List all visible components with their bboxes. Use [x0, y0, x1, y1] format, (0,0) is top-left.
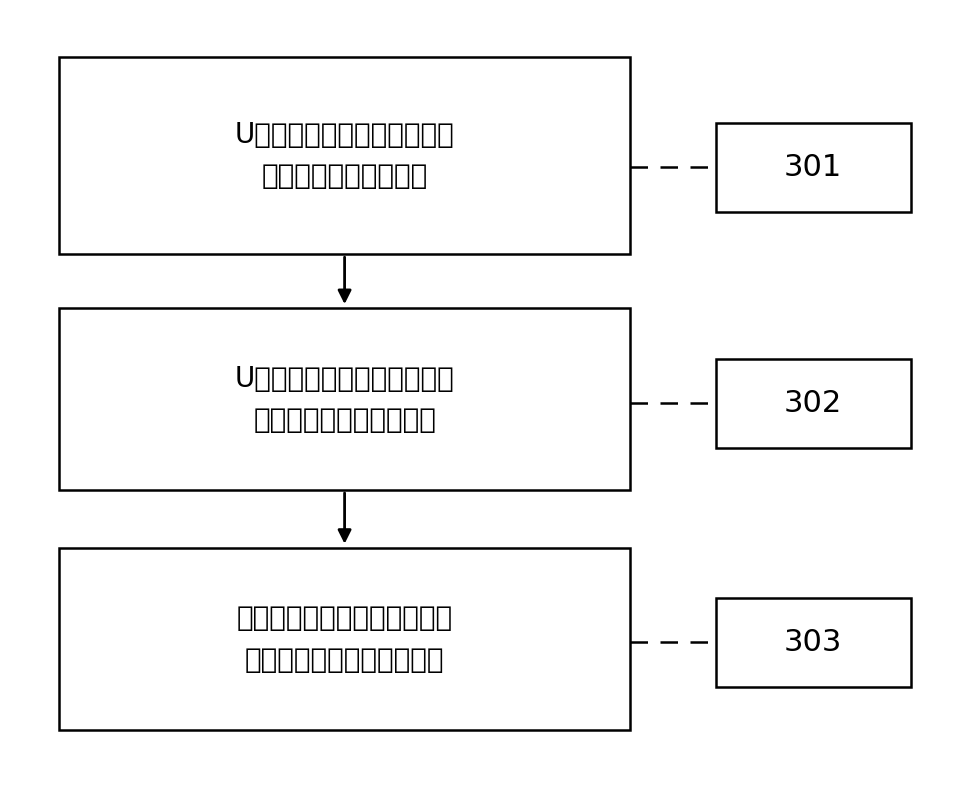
Text: U型神经网络提取图像分割结
果预测输出移动位置向量: U型神经网络提取图像分割结 果预测输出移动位置向量 [234, 364, 455, 434]
Text: 302: 302 [784, 389, 842, 418]
Text: U型残差网络提取图像特征并
给出细胞图像分割结果: U型残差网络提取图像特征并 给出细胞图像分割结果 [234, 121, 455, 190]
Text: 最小化均方误差以拟合细胞分
割与移动位置向量预测结果: 最小化均方误差以拟合细胞分 割与移动位置向量预测结果 [236, 604, 453, 674]
Text: 303: 303 [784, 628, 842, 657]
FancyBboxPatch shape [715, 359, 911, 448]
FancyBboxPatch shape [715, 123, 911, 212]
FancyBboxPatch shape [59, 309, 630, 490]
FancyBboxPatch shape [59, 57, 630, 254]
Text: 301: 301 [784, 153, 842, 182]
FancyBboxPatch shape [59, 548, 630, 730]
FancyBboxPatch shape [715, 598, 911, 687]
